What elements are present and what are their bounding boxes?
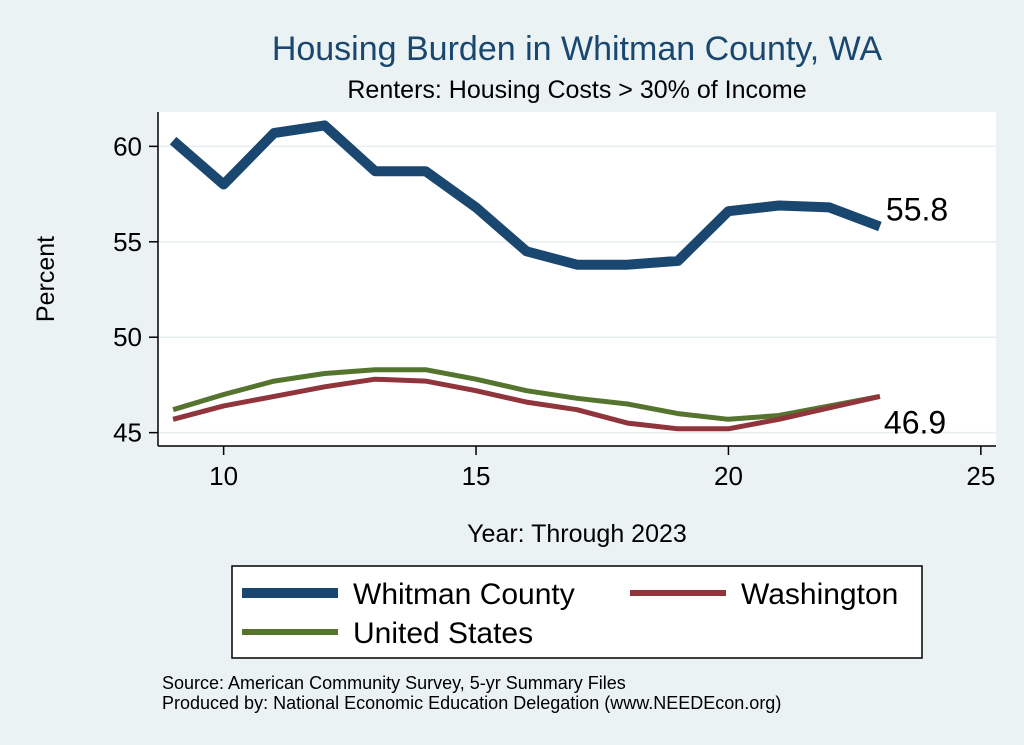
series-line-united-states [172, 367, 881, 422]
legend: Whitman County Washington United States [231, 565, 923, 659]
y-tick-label-50: 50 [113, 322, 142, 352]
series-lines [169, 120, 882, 432]
chart-subtitle: Renters: Housing Costs > 30% of Income [347, 76, 806, 104]
end-label-washington: 46.9 [884, 404, 946, 440]
x-tick-label-15: 15 [462, 461, 491, 491]
legend-label-united-states: United States [353, 617, 533, 650]
x-axis-label: Year: Through 2023 [467, 520, 687, 548]
y-tick-label-60: 60 [113, 131, 142, 161]
footer-produced-by: Produced by: National Economic Education… [162, 693, 781, 713]
legend-label-whitman: Whitman County [353, 578, 575, 611]
y-tick-label-45: 45 [113, 418, 142, 448]
end-label-whitman: 55.8 [886, 192, 948, 228]
x-tick-label-20: 20 [714, 461, 743, 491]
legend-label-washington: Washington [741, 578, 898, 611]
y-tick-label-55: 55 [113, 227, 142, 257]
legend-box [231, 565, 923, 659]
y-axis-label: Percent [32, 236, 60, 322]
footer-source: Source: American Community Survey, 5-yr … [162, 673, 626, 693]
grid-lines [158, 145, 996, 434]
chart-title: Housing Burden in Whitman County, WA [272, 30, 883, 68]
x-tick-label-25: 25 [966, 461, 995, 491]
series-line-washington [172, 376, 881, 432]
x-tick-label-10: 10 [209, 461, 238, 491]
axes: 45 50 55 60 10 15 20 25 [113, 112, 996, 491]
end-labels: 55.8 46.9 [884, 192, 948, 441]
series-line-whitman-county [169, 120, 882, 270]
